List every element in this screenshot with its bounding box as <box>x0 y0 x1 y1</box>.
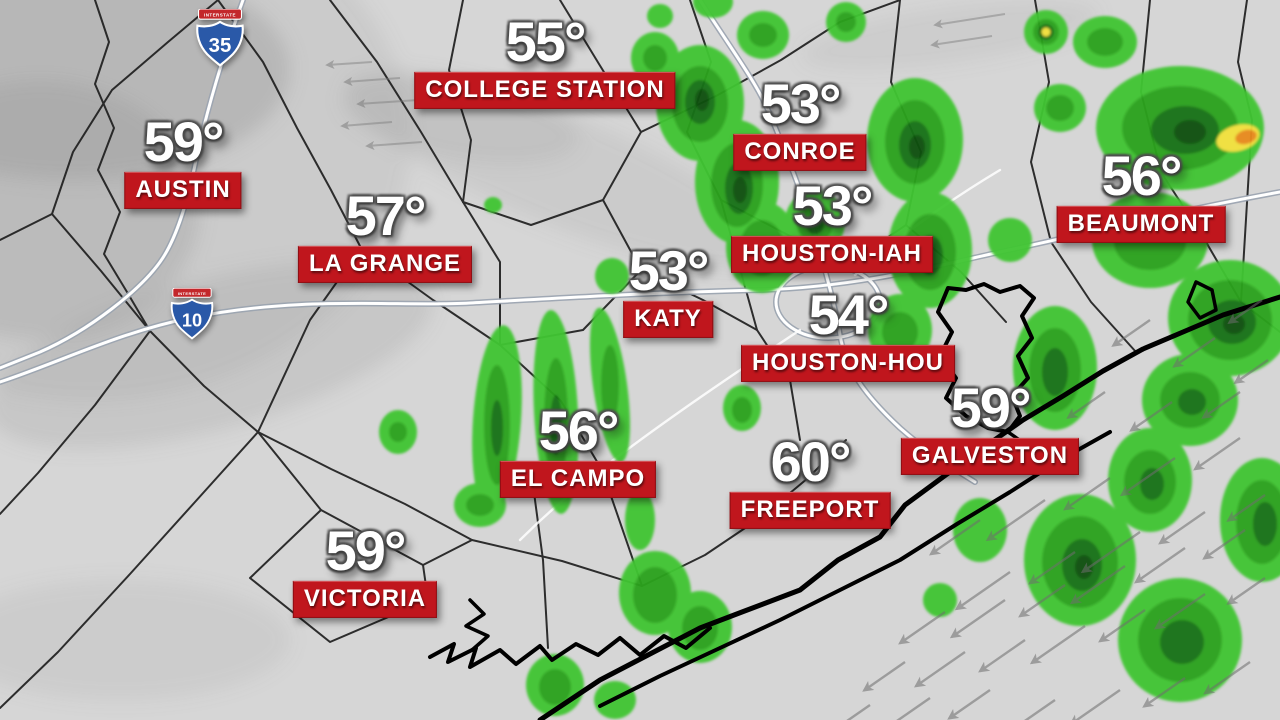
city-label: FREEPORT <box>729 492 891 530</box>
temperature-value: 60° <box>770 429 852 493</box>
radar-heavy-cells <box>1041 27 1260 152</box>
temperature-value: 59° <box>143 109 225 173</box>
city-marker-conroe: 53° CONROE <box>733 71 867 172</box>
city-marker-austin: 59° AUSTIN <box>124 109 242 210</box>
city-label: CONROE <box>733 134 867 172</box>
city-label: AUSTIN <box>124 172 242 210</box>
city-label: HOUSTON-HOU <box>741 345 955 383</box>
temperature-value: 56° <box>1101 143 1183 207</box>
cloud-shading <box>0 0 1099 700</box>
interstate-band-label: INTERSTATE <box>178 291 206 296</box>
city-label: LA GRANGE <box>297 246 473 284</box>
wind-streaks <box>846 299 1269 720</box>
temperature-value: 55° <box>505 9 587 73</box>
city-marker-victoria: 59° VICTORIA <box>292 518 438 619</box>
city-marker-beaumont: 56° BEAUMONT <box>1056 143 1226 244</box>
city-marker-college-station: 55° COLLEGE STATION <box>414 9 676 110</box>
highway-number: 35 <box>209 35 232 57</box>
city-marker-houston-iah: 53° HOUSTON-IAH <box>731 173 933 274</box>
temperature-value: 53° <box>760 71 842 135</box>
interstate-10-shield: INTERSTATE 10 <box>169 288 215 340</box>
interstate-band-label: INTERSTATE <box>204 13 236 18</box>
city-marker-houston-hou: 54° HOUSTON-HOU <box>741 282 955 383</box>
city-marker-el-campo: 56° EL CAMPO <box>499 398 657 499</box>
city-marker-katy: 53° KATY <box>623 238 713 339</box>
city-label: BEAUMONT <box>1056 206 1226 244</box>
city-label: COLLEGE STATION <box>414 72 676 110</box>
city-label: GALVESTON <box>900 438 1080 476</box>
temperature-value: 59° <box>325 518 407 582</box>
city-label: HOUSTON-IAH <box>731 236 933 274</box>
temperature-value: 54° <box>808 282 890 346</box>
temperature-value: 53° <box>792 173 874 237</box>
city-label: EL CAMPO <box>499 461 657 499</box>
temperature-value: 57° <box>345 183 427 247</box>
city-marker-la-grange: 57° LA GRANGE <box>297 183 473 284</box>
city-marker-freeport: 60° FREEPORT <box>729 429 891 530</box>
wind-streaks-inland <box>325 13 1006 151</box>
interstate-band <box>197 9 243 20</box>
coastline <box>428 280 1280 720</box>
temperature-value: 56° <box>538 398 620 462</box>
city-label: KATY <box>623 301 713 339</box>
city-label: VICTORIA <box>292 581 438 619</box>
temperature-value: 53° <box>628 238 710 302</box>
city-marker-galveston: 59° GALVESTON <box>900 375 1080 476</box>
highway-number: 10 <box>182 310 202 330</box>
interstate-band <box>172 288 212 298</box>
interstate-35-shield: INTERSTATE 35 <box>194 9 246 67</box>
temperature-value: 59° <box>950 375 1032 439</box>
